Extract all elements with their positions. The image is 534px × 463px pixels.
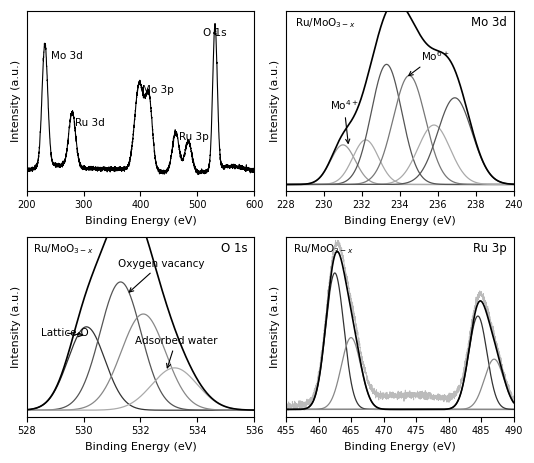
X-axis label: Binding Energy (eV): Binding Energy (eV) [84, 442, 197, 452]
X-axis label: Binding Energy (eV): Binding Energy (eV) [344, 442, 456, 452]
Text: Adsorbed water: Adsorbed water [135, 336, 217, 368]
Text: Mo 3p: Mo 3p [142, 85, 174, 95]
Text: Ru/MoO$_{3-x}$: Ru/MoO$_{3-x}$ [34, 243, 94, 256]
Text: Ru/MoO$_{3-x}$: Ru/MoO$_{3-x}$ [295, 17, 356, 30]
Text: Oxygen vacancy: Oxygen vacancy [117, 258, 204, 292]
Text: Lattice-O: Lattice-O [41, 328, 89, 338]
X-axis label: Binding Energy (eV): Binding Energy (eV) [84, 216, 197, 226]
Text: Ru/MoO$_{3-x}$: Ru/MoO$_{3-x}$ [293, 243, 354, 256]
Y-axis label: Intensity (a.u.): Intensity (a.u.) [11, 286, 21, 368]
Text: Mo 3d: Mo 3d [51, 50, 82, 61]
Text: Ru 3d: Ru 3d [75, 118, 105, 128]
Text: Mo 3d: Mo 3d [471, 17, 507, 30]
Text: Mo$^{6+}$: Mo$^{6+}$ [409, 49, 450, 75]
Y-axis label: Intensity (a.u.): Intensity (a.u.) [271, 286, 280, 368]
Y-axis label: Intensity (a.u.): Intensity (a.u.) [271, 60, 280, 142]
Text: Ru 3p: Ru 3p [178, 132, 208, 143]
Text: O 1s: O 1s [203, 27, 227, 38]
Text: O 1s: O 1s [221, 243, 247, 256]
Y-axis label: Intensity (a.u.): Intensity (a.u.) [11, 60, 21, 142]
Text: Ru 3p: Ru 3p [473, 243, 507, 256]
X-axis label: Binding Energy (eV): Binding Energy (eV) [344, 216, 456, 226]
Text: Mo$^{4+}$: Mo$^{4+}$ [329, 98, 358, 144]
